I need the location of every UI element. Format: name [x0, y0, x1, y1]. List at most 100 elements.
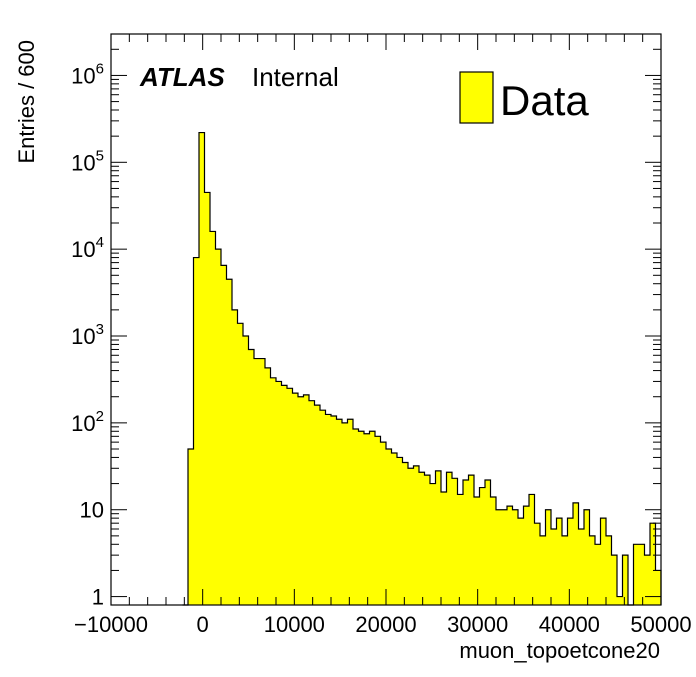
histogram-bar: [204, 192, 211, 605]
histogram-bar: [534, 523, 541, 605]
histogram-bar: [424, 475, 431, 605]
x-tick-label: 30000: [447, 612, 508, 637]
histogram-bar: [265, 367, 271, 605]
histogram-bar: [397, 457, 403, 605]
histogram-bar: [441, 491, 447, 605]
histogram-bar: [237, 323, 244, 605]
histogram-bar: [386, 449, 392, 605]
histogram-bar: [573, 502, 579, 605]
histogram-bar: [644, 555, 651, 605]
histogram-bar: [639, 544, 645, 605]
histogram-bar: [496, 509, 502, 605]
y-tick-label: 106: [71, 60, 104, 88]
histogram-bar: [446, 472, 453, 605]
histogram-bar: [622, 555, 629, 605]
legend-label-data: Data: [500, 77, 589, 124]
histogram-bar: [254, 358, 260, 605]
x-axis-title: muon_topoetcone20: [459, 638, 660, 663]
y-axis-title: Entries / 600: [14, 40, 39, 164]
histogram-bar: [320, 410, 326, 605]
histogram-bar: [518, 518, 524, 605]
histogram-bar: [479, 487, 486, 605]
histogram-bar: [221, 265, 227, 605]
histogram-bar: [474, 497, 480, 605]
x-tick-label: 50000: [630, 612, 691, 637]
histogram-bar: [358, 431, 365, 605]
internal-label: Internal: [252, 62, 339, 92]
histogram-bar: [298, 396, 304, 605]
histogram-bar: [523, 506, 530, 605]
histogram-bar: [490, 497, 497, 605]
histogram-bar: [463, 479, 469, 605]
y-tick-label: 10: [80, 498, 104, 523]
histogram-bar: [512, 509, 519, 605]
histogram-bar: [419, 472, 425, 605]
histogram-bar: [540, 535, 546, 605]
histogram-bar: [259, 358, 266, 605]
histogram-bar: [309, 400, 315, 605]
histogram-bar: [600, 518, 607, 605]
histogram-bar: [485, 479, 491, 605]
histogram-bar: [243, 336, 249, 605]
histogram-bar: [270, 377, 277, 605]
histogram-bar: [287, 388, 293, 605]
histogram-bar: [529, 494, 535, 605]
y-tick-label: 104: [71, 234, 104, 262]
histogram-bar: [281, 385, 288, 605]
histogram-bar: [188, 449, 194, 605]
x-tick-label: 20000: [355, 612, 416, 637]
x-axis-ticks: [110, 34, 662, 605]
histogram-bar: [276, 381, 282, 605]
histogram-bar: [452, 478, 458, 605]
legend: Data: [459, 71, 589, 124]
y-tick-label: 105: [71, 147, 104, 175]
histogram-bar: [364, 433, 370, 605]
histogram-bar: [215, 249, 222, 605]
histogram-bar: [501, 509, 508, 605]
histogram-bar: [292, 393, 299, 605]
histogram-bar: [331, 415, 337, 605]
x-tick-label: 0: [197, 612, 209, 637]
atlas-label: ATLAS: [139, 62, 225, 92]
histogram-bar: [353, 428, 359, 605]
histogram-bar: [380, 442, 387, 605]
x-tick-label: 10000: [264, 612, 325, 637]
histogram-bar: [430, 483, 436, 605]
y-axis-ticks: [111, 33, 661, 598]
histogram-bar: [617, 596, 623, 605]
histogram-bar: [303, 394, 310, 605]
histogram-bar: [633, 544, 640, 605]
histogram-bar: [391, 452, 398, 605]
histogram-bar: [369, 431, 376, 605]
histogram-bar: [468, 475, 475, 605]
x-tick-label: 40000: [539, 612, 600, 637]
histogram-bar: [551, 528, 557, 605]
histogram-bar: [545, 509, 552, 605]
histogram-bar: [589, 535, 596, 605]
histogram-bar: [655, 570, 662, 605]
legend-swatch-data: [459, 71, 494, 124]
x-tick-label: −10000: [74, 612, 148, 637]
histogram-bar: [342, 422, 348, 605]
histogram-bar: [199, 132, 205, 606]
x-axis-tick-labels: −10000 0 10000 20000 30000 40000 50000: [74, 612, 692, 637]
histogram-bar: [226, 279, 233, 605]
y-axis-tick-labels: 1 10 102 103 104 105 106: [71, 60, 104, 609]
y-tick-label: 103: [71, 321, 104, 349]
histogram-bar: [314, 405, 321, 605]
histogram-bar: [556, 518, 563, 605]
histogram-bar: [457, 494, 464, 605]
histogram-bar: [578, 528, 585, 605]
histogram-bar: [562, 535, 568, 605]
histogram-bar: [325, 414, 332, 605]
histogram-bar: [413, 465, 420, 605]
histogram-outline: [182, 131, 662, 606]
histogram-bar: [408, 468, 414, 605]
histogram-bar: [567, 518, 574, 605]
y-tick-label: 102: [71, 408, 104, 436]
histogram-bar: [210, 231, 216, 606]
histogram-bar: [611, 555, 618, 605]
histogram-bar: [650, 523, 656, 605]
